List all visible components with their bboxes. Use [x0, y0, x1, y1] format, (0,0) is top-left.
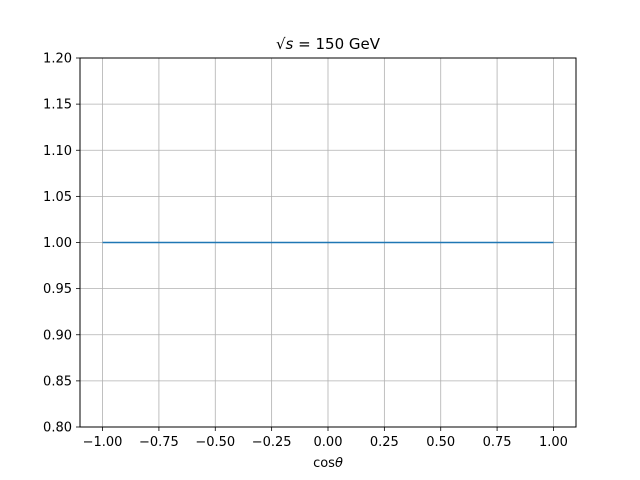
y-tick-label: 1.00	[43, 236, 72, 251]
title-sqrt: √	[276, 35, 286, 53]
x-tick-label: −0.50	[195, 435, 235, 450]
y-tick-label: 1.05	[43, 190, 72, 205]
ticks-layer: −1.00 −0.75 −0.50 −0.25 0.00 0.25 0.50 0.75 1.00…	[43, 52, 568, 451]
y-tick-label: 1.10	[43, 144, 72, 159]
x-axis-title-main: cos	[313, 456, 335, 471]
x-tick-label: −1.00	[83, 435, 123, 450]
title-var: s	[286, 35, 294, 53]
x-tick-label: 0.50	[426, 435, 455, 450]
x-tick-label: −0.75	[139, 435, 179, 450]
chart-title: √s = 150 GeV	[276, 35, 381, 53]
title-rest: = 150 GeV	[293, 35, 380, 53]
x-tick-label: −0.25	[252, 435, 292, 450]
x-tick-label: 0.00	[314, 435, 343, 450]
y-tick-label: 0.85	[43, 374, 72, 389]
x-tick-label: 0.25	[370, 435, 399, 450]
x-tick-label: 0.75	[483, 435, 512, 450]
x-tick-label: 1.00	[539, 435, 568, 450]
y-tick-label: 0.95	[43, 282, 72, 297]
y-tick-label: 0.90	[43, 328, 72, 343]
y-tick-label: 0.80	[43, 421, 72, 436]
x-axis-title: cosθ	[313, 456, 343, 471]
y-tick-label: 1.20	[43, 52, 72, 67]
y-tick-label: 1.15	[43, 98, 72, 113]
x-axis-title-symbol: θ	[335, 456, 343, 471]
